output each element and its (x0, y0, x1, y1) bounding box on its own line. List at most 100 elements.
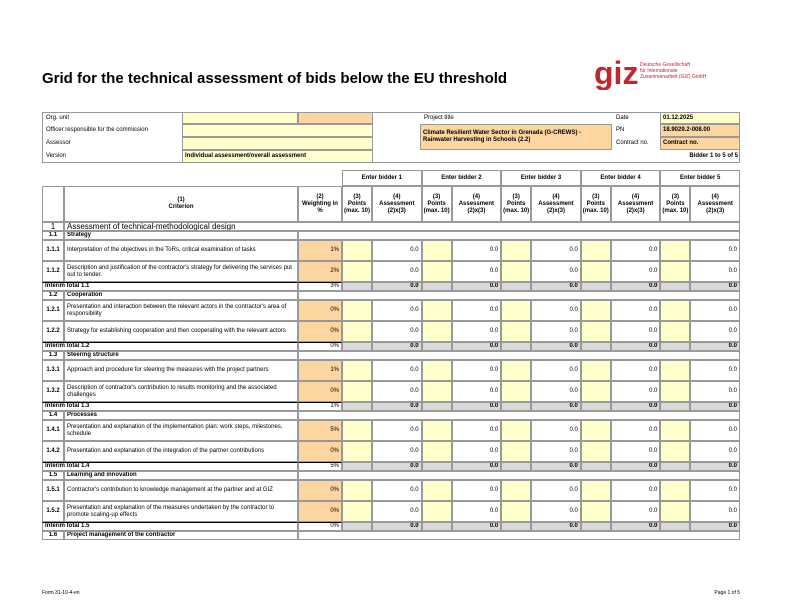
assessment-cell: 0.0 (690, 342, 740, 351)
assessment-cell: 0.0 (610, 501, 661, 522)
label: Org. unit (46, 114, 70, 121)
points-cell (660, 282, 691, 291)
field (182, 112, 298, 124)
assessment-cell: 0.0 (372, 300, 422, 321)
points-cell (580, 381, 611, 402)
assessment-cell: 0.0 (531, 300, 581, 321)
points-cell (501, 300, 532, 321)
points-cell (342, 501, 372, 522)
points-cell (421, 441, 452, 462)
group-row (298, 411, 740, 420)
item-number: 1.3.2 (42, 381, 64, 402)
footer-page: Page 1 of 5 (714, 590, 740, 596)
column-header: (4) Assessment (2)x(3) (451, 186, 502, 222)
item-number: 1.4.2 (42, 441, 64, 462)
item-number: 1.5.1 (42, 480, 64, 501)
points-cell (421, 240, 452, 261)
header-text: Points (max. 10) (503, 200, 530, 214)
item-number: 1.2.1 (42, 300, 64, 321)
points-cell (342, 480, 372, 501)
assessment-cell: 0.0 (372, 420, 422, 441)
points-cell (660, 342, 691, 351)
weight: 5% (298, 420, 342, 441)
group-row (298, 531, 740, 540)
header-text: (3) (592, 193, 600, 200)
points-cell (580, 321, 611, 342)
item-text: Strategy for establishing cooperation an… (64, 321, 298, 342)
bidder-header: Enter bidder 5 (660, 170, 740, 186)
header-text: (4) (552, 193, 560, 200)
header-text: Assessment (2)x(3) (458, 200, 495, 214)
assessment-cell: 0.0 (531, 420, 581, 441)
header-text: (4) (631, 193, 640, 200)
assessment-cell: 0.0 (451, 402, 502, 411)
section-number: 1 (42, 222, 64, 231)
points-cell (342, 261, 372, 282)
header-text: Points (max. 10) (662, 200, 689, 214)
points-cell (660, 462, 691, 471)
interim-weight: 5% (298, 462, 342, 471)
interim-weight: 0% (298, 342, 342, 351)
points-cell (580, 441, 611, 462)
field (298, 112, 373, 124)
points-cell (660, 381, 691, 402)
points-cell (580, 522, 611, 531)
group-number: 1.4 (42, 411, 64, 420)
points-cell (421, 522, 452, 531)
points-cell (501, 522, 532, 531)
points-cell (342, 300, 372, 321)
points-cell (660, 261, 691, 282)
points-cell (501, 240, 532, 261)
points-cell (421, 381, 452, 402)
points-cell (421, 261, 452, 282)
assessment-cell: 0.0 (690, 321, 740, 342)
item-number: 1.5.2 (42, 501, 64, 522)
points-cell (421, 321, 452, 342)
assessment-cell: 0.0 (372, 381, 422, 402)
column-header: (3) Points (max. 10) (580, 186, 611, 222)
column-header (42, 186, 64, 222)
column-header: (4) Assessment (2)x(3) (690, 186, 740, 222)
item-text: Description of contractor's contribution… (64, 381, 298, 402)
field: 01.12.2025 (660, 112, 740, 124)
points-cell (501, 441, 532, 462)
points-cell (580, 402, 611, 411)
points-cell (342, 282, 372, 291)
group-row (298, 291, 740, 300)
header-text: (2) (316, 193, 324, 200)
assessment-cell: 0.0 (610, 522, 661, 531)
interim-label: Interim total 1.3 (42, 402, 298, 411)
points-cell (580, 261, 611, 282)
points-cell (342, 441, 372, 462)
column-header: (3) Points (max. 10) (421, 186, 452, 222)
interim-label: Interim total 1.4 (42, 462, 298, 471)
header-text: (4) (711, 193, 719, 200)
weight: 2% (298, 261, 342, 282)
label: Date (616, 114, 629, 121)
header-text: Points (max. 10) (582, 200, 609, 214)
item-number: 1.1.1 (42, 240, 64, 261)
points-cell (342, 522, 372, 531)
assessment-cell: 0.0 (372, 282, 422, 291)
item-text: Interpretation of the objectives in the … (64, 240, 298, 261)
points-cell (342, 240, 372, 261)
interim-label: Interim total 1.2 (42, 342, 298, 351)
points-cell (342, 381, 372, 402)
header-text: (3) (671, 193, 680, 200)
points-cell (501, 282, 532, 291)
assessment-cell: 0.0 (451, 300, 502, 321)
field (182, 124, 373, 137)
points-cell (421, 501, 452, 522)
points-cell (580, 480, 611, 501)
assessment-cell: 0.0 (610, 300, 661, 321)
points-cell (501, 420, 532, 441)
label: Assessor (46, 140, 71, 146)
item-text: Presentation and explanation of the meas… (64, 501, 298, 522)
assessment-cell: 0.0 (531, 282, 581, 291)
weight: 0% (298, 321, 342, 342)
group-number: 1.1 (42, 231, 64, 240)
assessment-cell: 0.0 (610, 420, 661, 441)
footer-form: Form 31-10-4-en (42, 590, 80, 596)
assessment-cell: 0.0 (372, 480, 422, 501)
assessment-cell: 0.0 (690, 261, 740, 282)
